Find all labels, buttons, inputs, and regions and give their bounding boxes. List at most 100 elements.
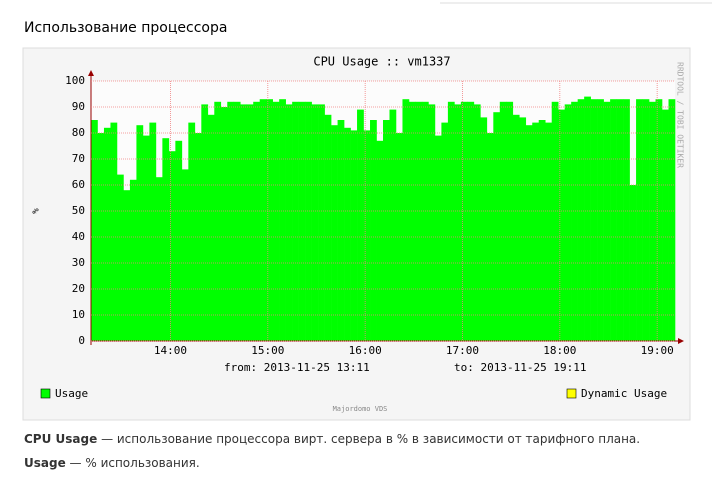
area-step xyxy=(181,169,189,341)
area-step xyxy=(331,125,338,341)
from-label: from: 2013-11-25 13:11 xyxy=(224,361,370,374)
area-step xyxy=(662,109,669,341)
x-tick-label: 16:00 xyxy=(349,344,382,357)
area-step xyxy=(311,104,319,342)
area-step xyxy=(571,101,578,341)
area-step xyxy=(136,125,144,341)
area-step xyxy=(623,99,630,341)
y-tick-label: 70 xyxy=(72,152,85,165)
area-step xyxy=(376,140,384,341)
area-step xyxy=(285,104,293,342)
area-step xyxy=(649,101,656,341)
area-step xyxy=(110,122,118,341)
legend-swatch xyxy=(40,388,51,399)
area-step xyxy=(272,101,280,341)
area-step xyxy=(610,99,617,341)
area-step xyxy=(493,112,501,341)
area-step xyxy=(415,101,423,341)
note: Usage — % использования. xyxy=(24,456,200,470)
area-step xyxy=(318,104,325,342)
area-step xyxy=(227,101,235,341)
area-step xyxy=(636,99,643,341)
area-step xyxy=(467,101,475,341)
y-tick-label: 40 xyxy=(72,230,85,243)
area-step xyxy=(668,99,676,341)
area-step xyxy=(305,101,312,341)
area-step xyxy=(266,99,273,341)
area-step xyxy=(428,104,436,342)
area-step xyxy=(188,122,196,341)
area-step xyxy=(551,101,559,341)
area-step xyxy=(512,114,520,341)
y-tick-label: 100 xyxy=(65,74,85,87)
area-step xyxy=(279,99,286,341)
y-tick-label: 90 xyxy=(72,100,85,113)
area-step xyxy=(519,117,527,342)
area-step xyxy=(434,135,442,341)
area-step xyxy=(584,96,591,341)
area-step xyxy=(421,101,429,341)
note-text: — использование процессора вирт. сервера… xyxy=(97,432,641,446)
y-tick-label: 30 xyxy=(72,256,85,269)
y-tick-label: 60 xyxy=(72,178,85,191)
area-step xyxy=(383,120,390,341)
area-step xyxy=(460,101,468,341)
area-step xyxy=(337,120,345,341)
area-step xyxy=(564,104,572,342)
area-step xyxy=(149,122,157,341)
y-tick-label: 50 xyxy=(72,204,85,217)
area-step xyxy=(603,101,611,341)
area-step xyxy=(91,120,98,341)
page-heading: Использование процессора xyxy=(24,20,228,36)
area-step xyxy=(577,99,585,341)
area-step xyxy=(201,104,209,342)
area-step xyxy=(590,99,598,341)
x-tick-label: 15:00 xyxy=(251,344,284,357)
area-step xyxy=(506,101,514,341)
area-step xyxy=(389,109,397,341)
legend-swatch xyxy=(566,388,577,399)
area-step xyxy=(447,101,455,341)
note-term: CPU Usage xyxy=(24,432,98,446)
area-step xyxy=(292,101,299,341)
area-step xyxy=(370,120,377,341)
area-step xyxy=(233,101,241,341)
note-term: Usage xyxy=(24,456,66,470)
x-tick-label: 18:00 xyxy=(543,344,576,357)
y-tick-label: 10 xyxy=(72,308,85,321)
area-step xyxy=(116,174,124,341)
area-step xyxy=(97,133,105,341)
area-step xyxy=(344,127,351,341)
area-step xyxy=(194,133,202,341)
area-step xyxy=(123,190,131,341)
area-step xyxy=(246,104,254,342)
area-step xyxy=(363,130,371,341)
area-step xyxy=(168,151,176,341)
to-label: to: 2013-11-25 19:11 xyxy=(454,361,586,374)
note-text: — % использования. xyxy=(65,456,200,470)
area-step xyxy=(240,104,248,342)
area-step xyxy=(357,109,364,341)
area-step xyxy=(629,185,637,341)
area-step xyxy=(486,133,494,341)
y-tick-label: 80 xyxy=(72,126,85,139)
area-step xyxy=(532,122,540,341)
y-axis-label: % xyxy=(32,208,42,214)
area-step xyxy=(499,101,507,341)
area-step xyxy=(525,125,533,341)
area-step xyxy=(155,177,163,341)
area-step xyxy=(558,109,565,341)
y-tick-label: 0 xyxy=(78,334,85,347)
area-step xyxy=(655,99,663,341)
area-step xyxy=(350,130,358,341)
area-step xyxy=(616,99,624,341)
x-tick-label: 19:00 xyxy=(641,344,674,357)
area-step xyxy=(214,101,222,341)
area-step xyxy=(454,104,462,342)
area-step xyxy=(259,99,267,341)
area-step xyxy=(597,99,604,341)
legend-label: Usage xyxy=(55,387,88,400)
area-step xyxy=(103,127,111,341)
area-step xyxy=(480,117,488,342)
